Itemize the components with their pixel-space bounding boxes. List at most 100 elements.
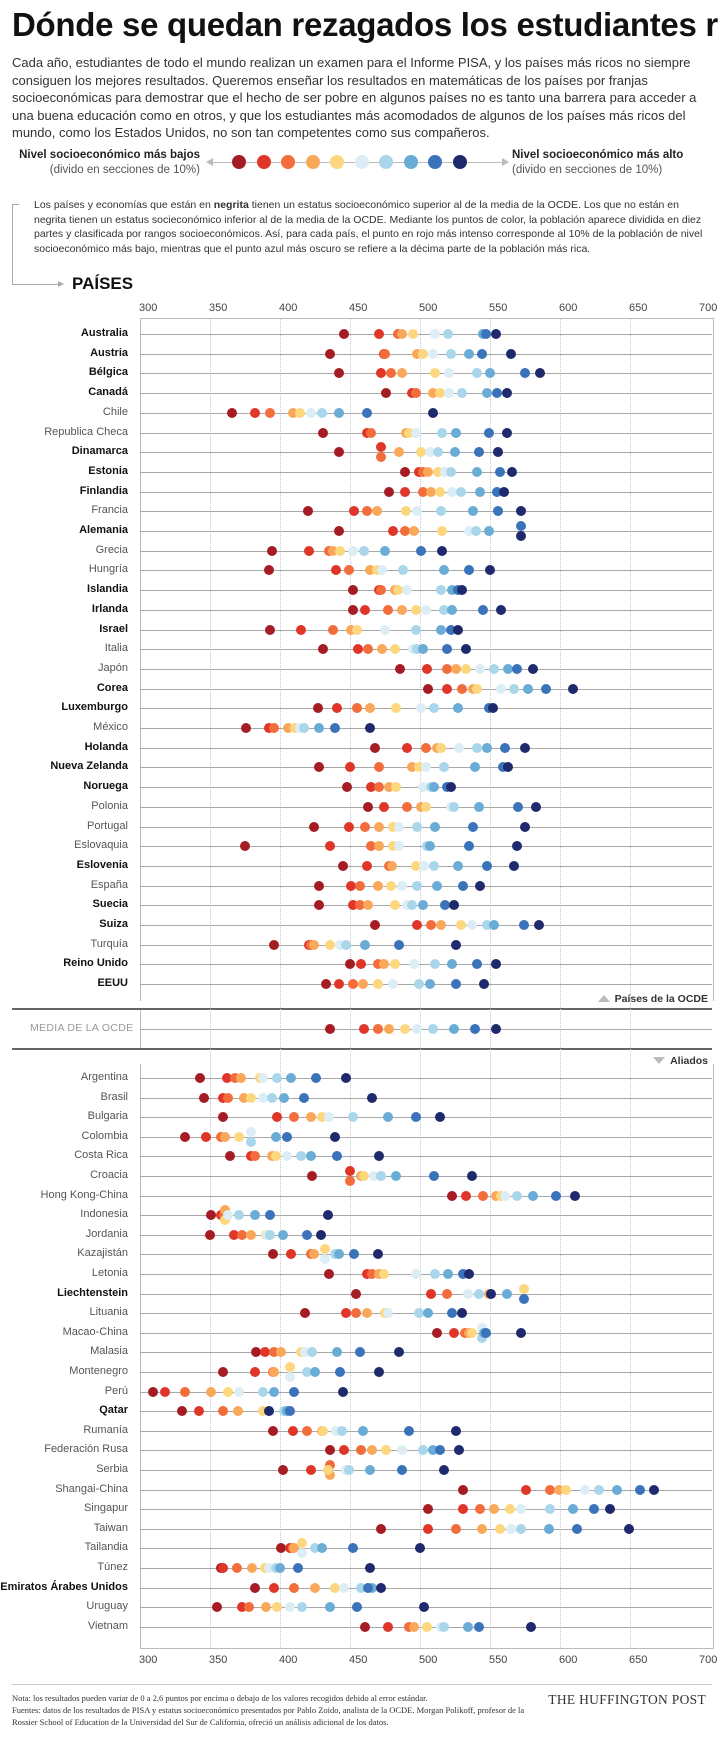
ally-country-dot-decile-8 (501, 1288, 512, 1299)
ally-country-dot-decile-10 (340, 1073, 351, 1083)
oecd-country-dot-decile-3 (343, 565, 354, 576)
oecd-country-dot-decile-1 (345, 959, 355, 970)
arrow-right-icon (58, 281, 64, 287)
ally-country-dot-decile-1 (375, 1523, 386, 1534)
ally-country-dot-decile-10 (434, 1112, 445, 1123)
country-label: Bulgaria (87, 1110, 128, 1123)
ally-country-dot-decile-3 (478, 1190, 488, 1201)
legend-dot-2 (256, 155, 271, 169)
oecd-country-dot-decile-5 (430, 368, 441, 379)
ally-country-dot-decile-3 (350, 1308, 361, 1319)
oecd-country-dot-decile-10 (427, 407, 438, 418)
oecd-country-dot-decile-1 (240, 841, 250, 852)
country-label: Liechtenstein (57, 1286, 128, 1299)
row-line (140, 1430, 712, 1432)
oecd-country-dot-decile-2 (378, 801, 389, 812)
oecd-country-dot-decile-3 (366, 427, 376, 438)
oecd-country-dot-decile-1 (339, 329, 350, 339)
oecd-country-dot-decile-3 (402, 801, 413, 812)
oecd-country-dot-decile-7 (438, 604, 449, 615)
x-tick-label-bottom: 450 (349, 1654, 368, 1666)
oecd-country-dot-decile-1 (308, 821, 319, 832)
country-label: Malasia (90, 1345, 128, 1358)
ally-country-dot-decile-10 (648, 1484, 659, 1495)
oecd-country-dot-decile-10 (534, 920, 544, 930)
ally-country-dot-decile-1 (276, 1543, 287, 1554)
ally-country-dot-decile-9 (518, 1293, 529, 1304)
ally-country-dot-decile-2 (249, 1367, 260, 1377)
oecd-country-dot-decile-4 (427, 388, 438, 399)
oecd-country-dot-decile-10 (515, 506, 526, 517)
oecd-country-dot-decile-10 (457, 585, 467, 596)
oecd-country-dot-decile-10 (535, 368, 546, 379)
ally-country-dot-decile-9 (447, 1308, 458, 1319)
row-line (140, 1234, 712, 1236)
oecd-country-dot-decile-1 (241, 723, 252, 733)
oecd-country-dot-decile-1 (384, 486, 395, 497)
oecd-country-dot-decile-1 (381, 388, 392, 399)
oecd-country-dot-decile-10 (520, 742, 530, 753)
ally-country-dot-decile-10 (338, 1386, 348, 1397)
oecd-country-dot-decile-1 (333, 368, 344, 379)
note-bracket (12, 204, 19, 285)
ally-country-dot-decile-7 (347, 1112, 358, 1123)
ally-country-dot-decile-1 (195, 1073, 206, 1083)
row-line (140, 412, 712, 414)
oecd-country-dot-decile-7 (448, 801, 459, 812)
oecd-country-dot-decile-9 (441, 644, 452, 655)
oecd-country-dot-decile-8 (360, 939, 371, 950)
oecd-country-dot-decile-6 (424, 447, 435, 458)
country-label: Finlandia (79, 484, 128, 497)
legend-low: Nivel socioeconómico más bajos (divido e… (19, 148, 200, 178)
footer-sources: Fuentes: datos de los resultados de PISA… (12, 1705, 525, 1727)
ally-country-dot-decile-3 (289, 1112, 299, 1123)
ally-country-dot-decile-2 (286, 1249, 297, 1260)
oecd-country-dot-decile-4 (287, 407, 298, 418)
ally-country-dot-decile-3 (223, 1092, 234, 1103)
country-label: Shangai-China (55, 1482, 128, 1495)
ally-country-dot-decile-5 (560, 1484, 571, 1495)
oecd-country-dot-decile-4 (364, 703, 375, 714)
oecd-country-dot-decile-3 (360, 821, 371, 832)
oecd-country-dot-decile-1 (314, 880, 325, 891)
row-line (140, 393, 712, 395)
ally-country-dot-decile-6 (382, 1308, 393, 1319)
oecd-country-dot-decile-9 (445, 624, 456, 635)
oecd-country-dot-decile-3 (420, 742, 431, 753)
x-tick-label-bottom: 400 (279, 1654, 298, 1666)
ally-country-dot-decile-9 (403, 1425, 414, 1436)
oecd-country-dot-decile-10 (511, 841, 522, 852)
ally-country-dot-decile-9 (480, 1327, 491, 1338)
ally-country-dot-decile-9 (410, 1112, 421, 1123)
ally-country-dot-decile-2 (423, 1523, 434, 1534)
ally-country-dot-decile-2 (237, 1602, 248, 1613)
oecd-country-dot-decile-10 (531, 801, 542, 812)
ally-country-dot-decile-4 (553, 1484, 564, 1495)
ally-country-dot-decile-7 (438, 1621, 449, 1632)
ally-country-dot-decile-8 (567, 1504, 578, 1515)
allies-group-text: Aliados (670, 1055, 708, 1067)
country-label: Perú (104, 1384, 128, 1397)
oecd-country-dot-decile-8 (447, 959, 458, 970)
oecd-country-dot-decile-5 (325, 939, 336, 950)
oecd-country-dot-decile-4 (384, 782, 395, 793)
ally-country-dot-decile-4 (310, 1582, 320, 1593)
oecd-country-dot-decile-4 (378, 959, 389, 970)
x-tick-label-top: 550 (489, 302, 508, 314)
ally-country-dot-decile-1 (277, 1465, 288, 1475)
oecd-country-dot-decile-2 (332, 703, 343, 714)
ally-country-dot-decile-10 (570, 1190, 581, 1201)
country-label: Islandia (87, 583, 128, 596)
ally-country-dot-decile-3 (441, 1288, 452, 1299)
ally-country-dot-decile-9 (458, 1269, 469, 1279)
oecd-country-dot-decile-2 (388, 526, 399, 536)
oecd-country-dot-decile-3 (354, 900, 365, 911)
ally-country-dot-decile-4 (409, 1621, 420, 1632)
oecd-country-dot-decile-4 (346, 624, 357, 635)
oecd-country-dot-decile-1 (325, 348, 336, 359)
ally-country-dot-decile-8 (332, 1347, 343, 1358)
allies-group-label: Aliados (653, 1055, 708, 1067)
ally-country-dot-decile-5 (319, 1244, 330, 1255)
ally-country-dot-decile-3 (231, 1563, 242, 1573)
plot-frame-oecd (140, 318, 714, 1001)
